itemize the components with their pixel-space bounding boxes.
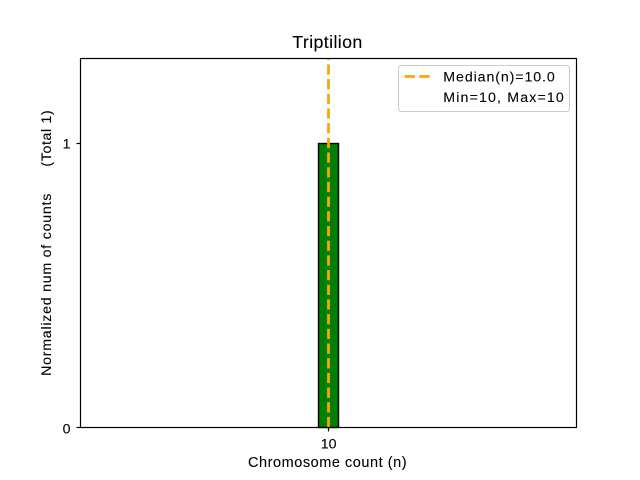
svg-text:(Total 1): (Total 1) <box>39 110 55 166</box>
svg-text:Median(n)=10.0: Median(n)=10.0 <box>443 70 555 86</box>
svg-text:0: 0 <box>63 421 71 437</box>
svg-text:Min=10, Max=10: Min=10, Max=10 <box>443 90 564 106</box>
svg-text:10: 10 <box>321 436 337 452</box>
svg-text:Normalized num of counts: Normalized num of counts <box>39 194 55 376</box>
svg-text:Chromosome count (n): Chromosome count (n) <box>248 455 407 471</box>
svg-text:1: 1 <box>63 136 71 152</box>
svg-text:Triptilion: Triptilion <box>292 32 362 52</box>
